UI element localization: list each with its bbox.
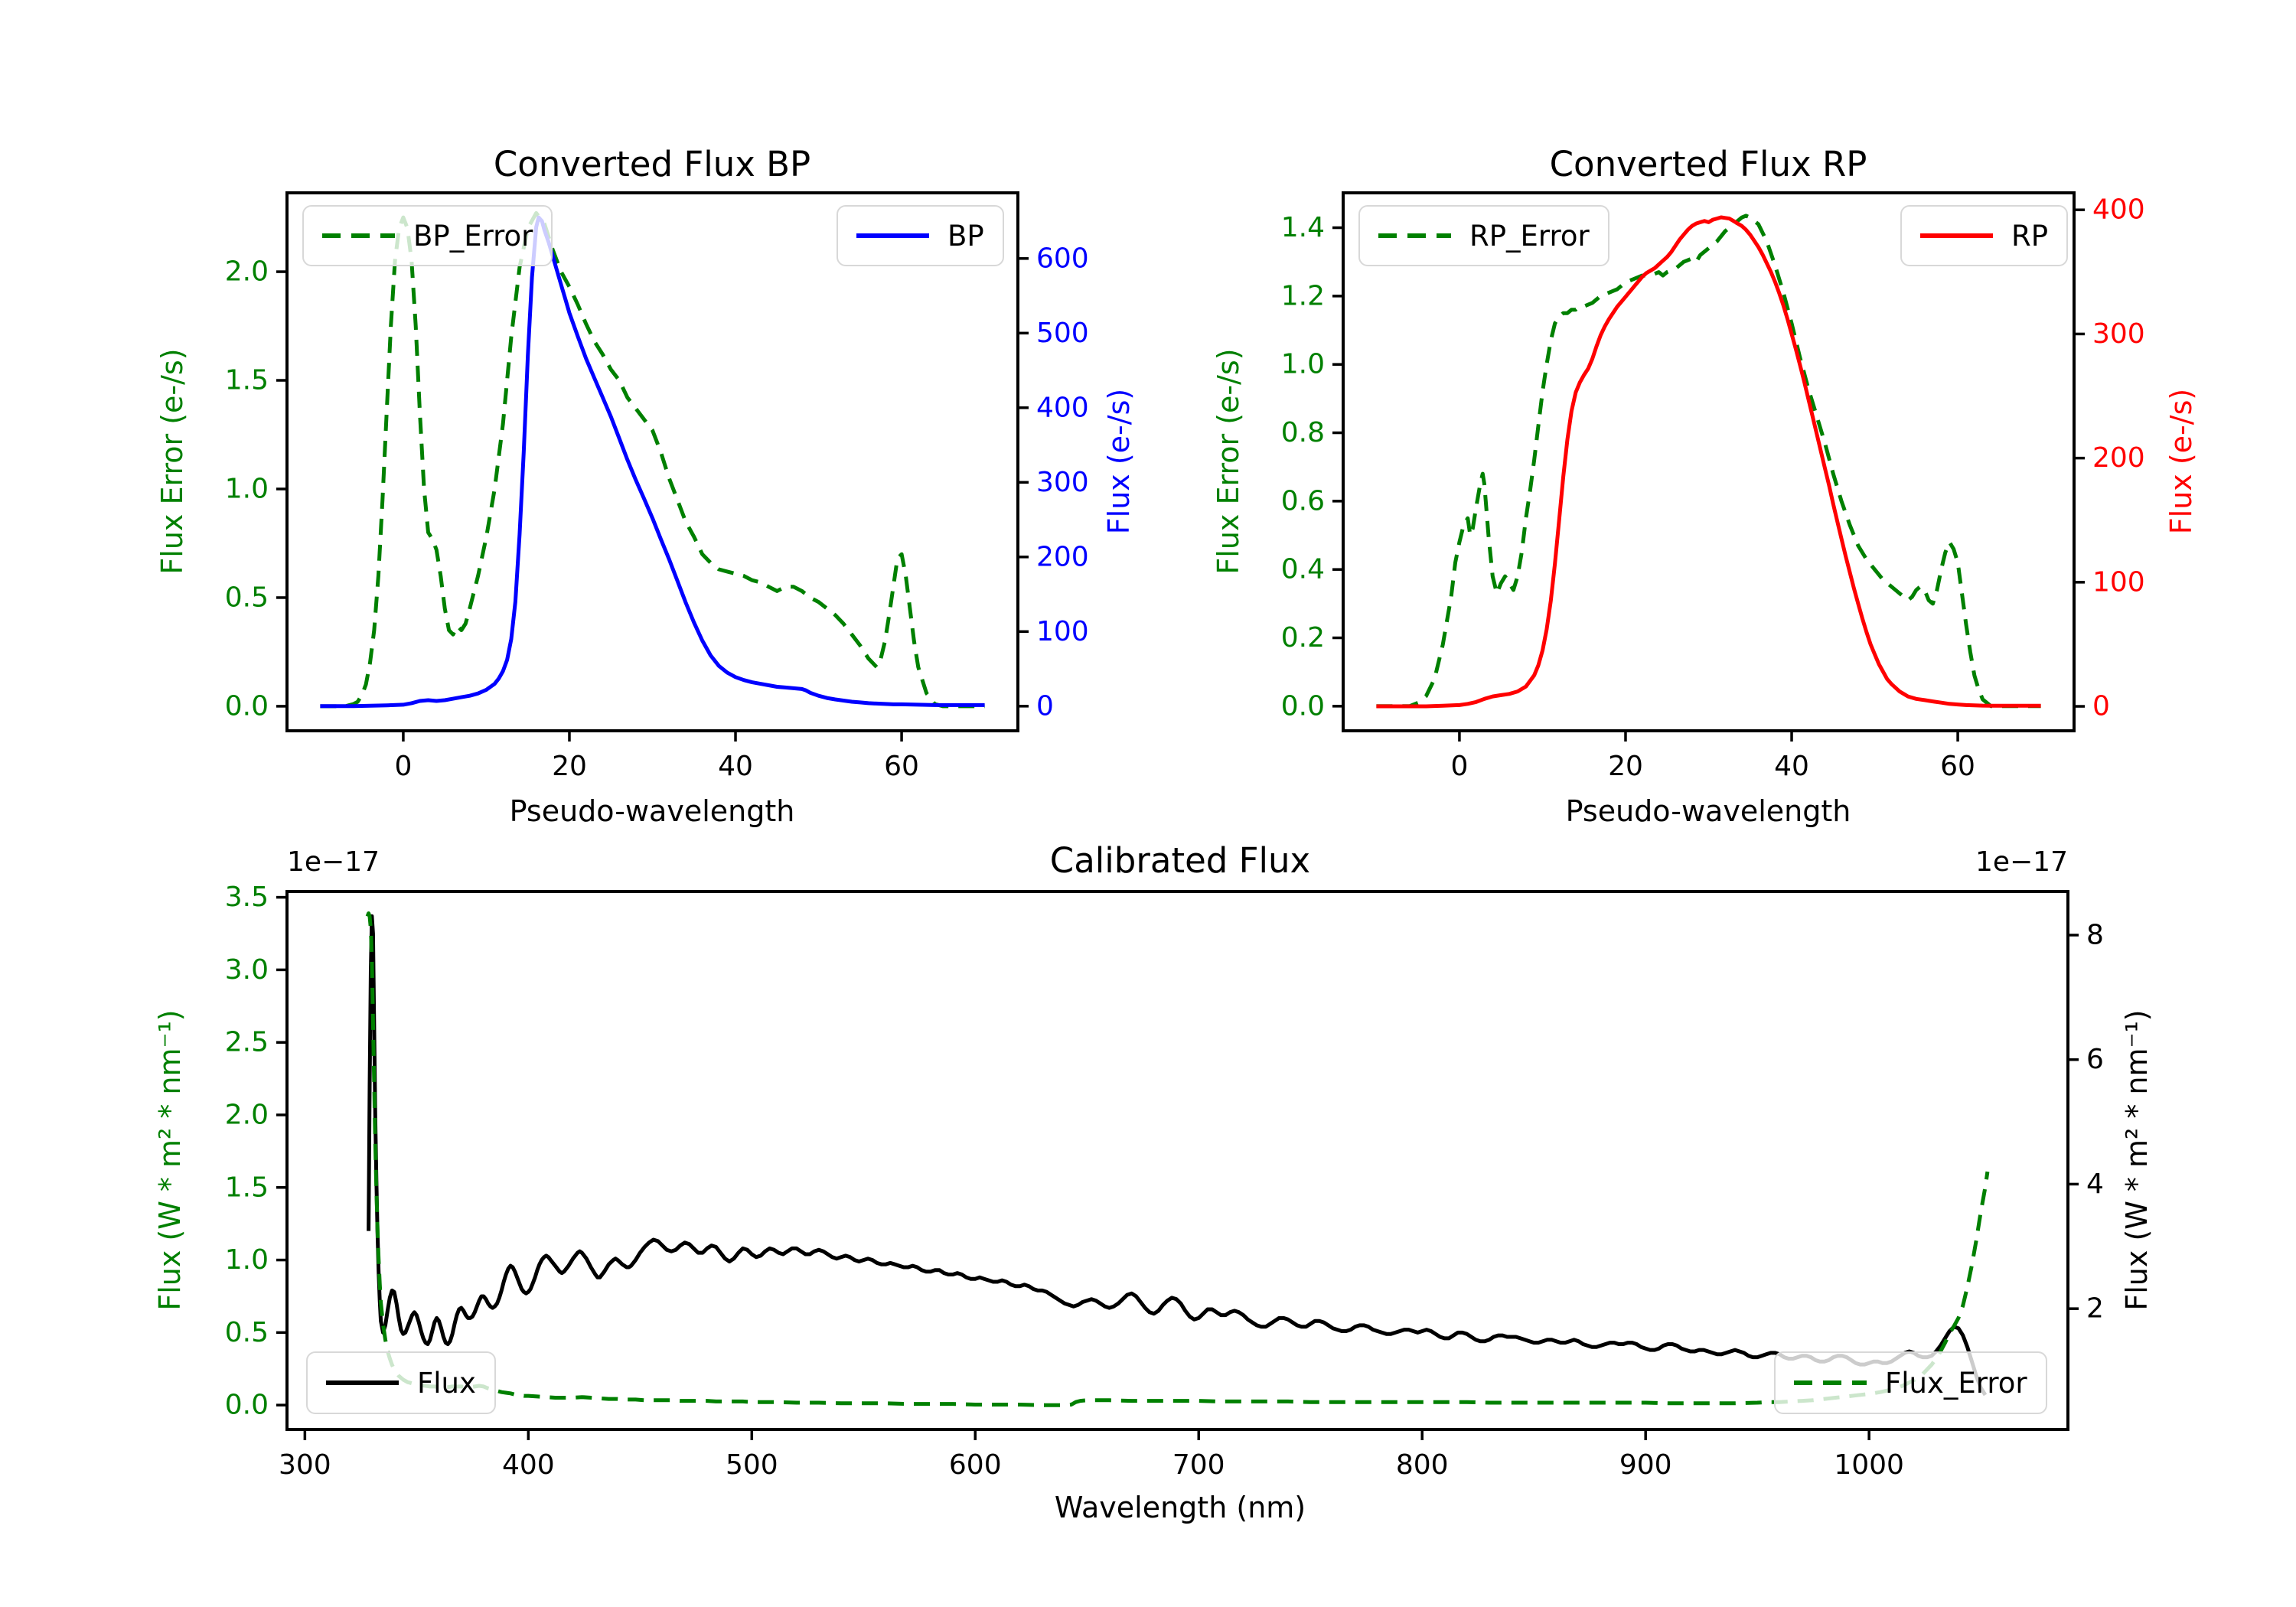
tick-label: 700 xyxy=(1172,1449,1225,1481)
series-bp xyxy=(320,215,985,709)
legend-line-dashed-icon xyxy=(1378,233,1451,238)
legend-label: Flux xyxy=(417,1366,476,1400)
tick-label: 800 xyxy=(1396,1449,1449,1481)
ylabel-rp-flux: Flux (e-/s) xyxy=(2164,388,2198,535)
tick-label: 500 xyxy=(1036,318,1089,349)
tick-label: 60 xyxy=(1940,751,1975,782)
series-flux xyxy=(367,914,1988,1397)
xlabel-rp: Pseudo-wavelength xyxy=(1565,794,1851,828)
tick-label: 0.6 xyxy=(1281,485,1325,517)
legend-flux-error: Flux_Error xyxy=(1774,1351,2047,1414)
ylabel-rp-error: Flux Error (e-/s) xyxy=(1212,348,1245,575)
tick-label: 100 xyxy=(1036,616,1089,647)
legend-bp: BP xyxy=(837,205,1004,266)
legend-label: RP_Error xyxy=(1469,219,1590,253)
tick-label: 2.0 xyxy=(225,1099,269,1130)
offset-text-right: 1e−17 xyxy=(1975,846,2068,878)
tick-label: 0.4 xyxy=(1281,554,1325,585)
tick-label: 0 xyxy=(2092,691,2110,722)
legend-line-solid-icon xyxy=(856,233,929,238)
legend-flux: Flux xyxy=(306,1351,496,1414)
title-converted-flux-bp: Converted Flux BP xyxy=(493,144,811,184)
tick-label: 400 xyxy=(502,1449,555,1481)
tick-label: 1.4 xyxy=(1281,212,1325,243)
tick-label: 100 xyxy=(2092,566,2145,598)
tick-label: 300 xyxy=(279,1449,331,1481)
tick-label: 0.0 xyxy=(225,1390,269,1421)
series-rp xyxy=(1376,215,2041,709)
legend-label: BP_Error xyxy=(413,219,533,253)
tick-label: 0.8 xyxy=(1281,417,1325,448)
tick-label: 0.5 xyxy=(225,582,269,613)
tick-label: 2 xyxy=(2086,1293,2104,1325)
tick-label: 0.5 xyxy=(225,1317,269,1348)
tick-label: 400 xyxy=(1036,392,1089,423)
tick-label: 60 xyxy=(884,751,919,782)
series-flux_error xyxy=(365,911,1990,1407)
legend-line-dashed-icon xyxy=(1794,1380,1867,1385)
xlabel-wavelength: Wavelength (nm) xyxy=(1054,1491,1306,1524)
tick-label: 1.0 xyxy=(225,1244,269,1276)
tick-label: 0 xyxy=(394,751,412,782)
tick-label: 600 xyxy=(949,1449,1002,1481)
tick-label: 8 xyxy=(2086,919,2104,950)
ylabel-bp-error: Flux Error (e-/s) xyxy=(155,348,189,575)
legend-rp-error: RP_Error xyxy=(1358,205,1609,266)
tick-label: 4 xyxy=(2086,1169,2104,1200)
tick-label: 3.0 xyxy=(225,954,269,986)
series-bp_error xyxy=(320,210,985,709)
series-rp_error xyxy=(1376,214,2041,709)
tick-label: 2.5 xyxy=(225,1027,269,1058)
tick-label: 600 xyxy=(1036,243,1089,274)
tick-label: 0 xyxy=(1450,751,1468,782)
tick-label: 6 xyxy=(2086,1044,2104,1075)
title-converted-flux-rp: Converted Flux RP xyxy=(1549,144,1867,184)
offset-text-left: 1e−17 xyxy=(287,846,380,878)
tick-label: 40 xyxy=(718,751,753,782)
legend-line-solid-icon xyxy=(326,1380,399,1385)
tick-label: 3.5 xyxy=(225,882,269,913)
tick-label: 1000 xyxy=(1834,1449,1904,1481)
tick-label: 20 xyxy=(552,751,587,782)
tick-label: 0.0 xyxy=(225,690,269,722)
tick-label: 400 xyxy=(2092,194,2145,226)
tick-label: 200 xyxy=(1036,541,1089,572)
legend-label: RP xyxy=(2011,219,2049,253)
ylabel-bp-flux: Flux (e-/s) xyxy=(1102,388,1136,535)
legend-label: BP xyxy=(947,219,984,253)
tick-label: 1.2 xyxy=(1281,280,1325,311)
tick-label: 300 xyxy=(1036,467,1089,498)
axes-spines-calibrated xyxy=(285,890,2069,1431)
xlabel-bp: Pseudo-wavelength xyxy=(509,794,795,828)
tick-label: 1.0 xyxy=(225,473,269,504)
tick-label: 500 xyxy=(726,1449,778,1481)
tick-label: 900 xyxy=(1619,1449,1672,1481)
legend-label: Flux_Error xyxy=(1885,1366,2027,1400)
tick-label: 0.0 xyxy=(1281,690,1325,722)
axes-spines-bp xyxy=(285,191,1019,732)
ylabel-calibrated-flux-right: Flux (W * m² * nm⁻¹) xyxy=(2120,1009,2154,1311)
legend-bp-error: BP_Error xyxy=(302,205,553,266)
tick-label: 300 xyxy=(2092,318,2145,350)
legend-rp: RP xyxy=(1900,205,2069,266)
tick-label: 1.0 xyxy=(1281,349,1325,380)
tick-label: 1.5 xyxy=(225,365,269,396)
tick-label: 200 xyxy=(2092,442,2145,474)
legend-line-dashed-icon xyxy=(322,233,395,238)
tick-label: 0 xyxy=(1036,690,1054,722)
legend-line-solid-icon xyxy=(1920,233,1993,238)
tick-label: 20 xyxy=(1608,751,1643,782)
axes-spines-rp xyxy=(1342,191,2076,732)
ylabel-calibrated-flux-left: Flux (W * m² * nm⁻¹) xyxy=(153,1009,187,1311)
tick-label: 40 xyxy=(1774,751,1809,782)
tick-label: 2.0 xyxy=(225,256,269,288)
tick-label: 1.5 xyxy=(225,1172,269,1203)
title-calibrated-flux: Calibrated Flux xyxy=(1049,840,1311,881)
tick-label: 0.2 xyxy=(1281,622,1325,654)
